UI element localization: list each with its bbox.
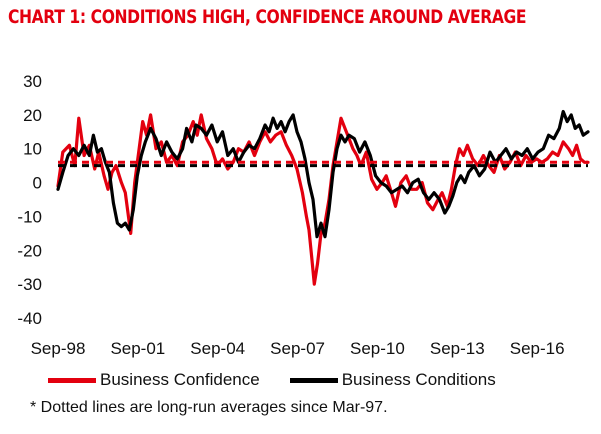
footnote: * Dotted lines are long-run averages sin… — [30, 399, 388, 416]
y-tick-label: 10 — [23, 140, 42, 159]
legend-label-confidence: Business Confidence — [100, 370, 260, 389]
series-line-conditions — [56, 109, 590, 239]
x-axis-tick-labels: Sep-98 Sep-01 Sep-04 Sep-07 Sep-10 Sep-13 Sep-… — [31, 339, 565, 358]
y-axis-tick-labels: 30 20 10 0 -10 -20 -30 -40 — [17, 72, 42, 328]
chart-legend: Business Confidence Business Conditions — [48, 368, 593, 392]
y-tick-label: -40 — [17, 309, 42, 328]
x-tick-label: Sep-16 — [510, 339, 565, 358]
series-line-confidence — [56, 113, 590, 286]
legend-swatch-conditions — [289, 377, 338, 383]
legend-item-confidence: Business Confidence — [48, 370, 260, 390]
chart-title: CHART 1: CONDITIONS HIGH, CONFIDENCE ARO… — [8, 6, 527, 28]
y-tick-label: -30 — [17, 275, 42, 294]
legend-item-conditions: Business Conditions — [289, 370, 496, 390]
legend-swatch-confidence — [48, 377, 96, 383]
y-tick-label: 30 — [23, 72, 42, 91]
x-tick-label: Sep-13 — [430, 339, 485, 358]
x-tick-label: Sep-10 — [350, 339, 405, 358]
y-tick-label: -10 — [17, 207, 42, 226]
x-tick-label: Sep-04 — [190, 339, 245, 358]
x-tick-label: Sep-98 — [31, 339, 86, 358]
series-layer — [56, 109, 590, 286]
y-tick-label: -20 — [17, 241, 42, 260]
x-tick-label: Sep-01 — [110, 339, 165, 358]
legend-label-conditions: Business Conditions — [341, 370, 496, 389]
x-tick-label: Sep-07 — [270, 339, 325, 358]
average-lines — [58, 160, 588, 168]
y-tick-label: 20 — [23, 106, 42, 125]
y-tick-label: 0 — [33, 174, 42, 193]
